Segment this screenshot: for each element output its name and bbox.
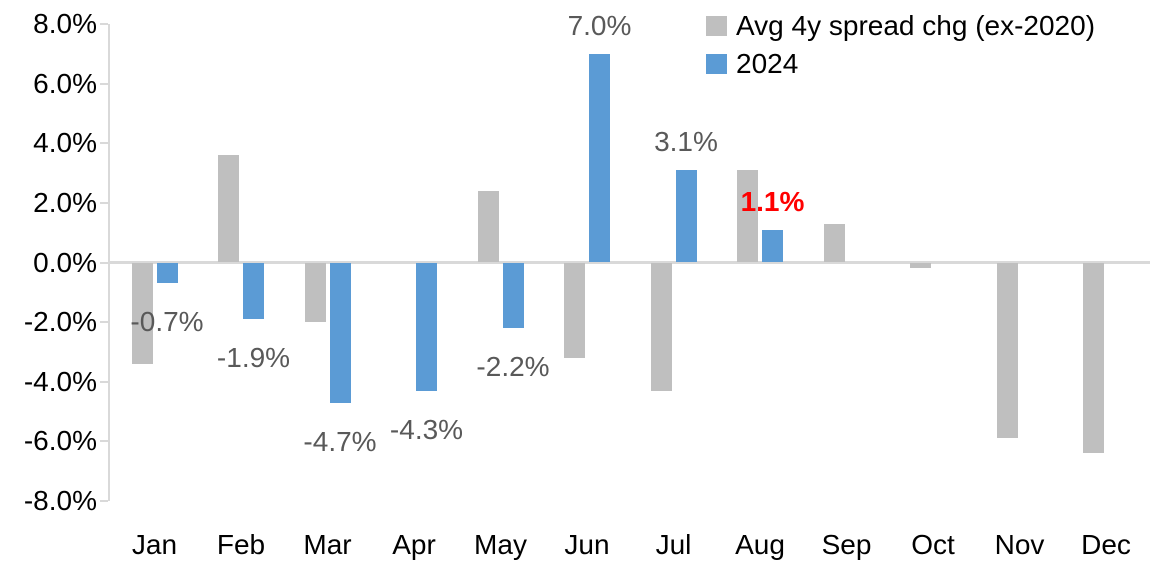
legend-label-avg: Avg 4y spread chg (ex-2020) (736, 10, 1096, 41)
data-label-apr: -4.3% (389, 413, 464, 445)
y-tick-label: -8.0% (23, 484, 97, 516)
data-label-may: -2.2% (476, 351, 550, 383)
x-tick-label-aug: Aug (735, 529, 785, 560)
bar-avg-nov (996, 262, 1018, 439)
bar-2024-mar (329, 262, 351, 403)
y-tick-label: 0.0% (33, 246, 97, 278)
bar-avg-feb (218, 155, 239, 263)
bar-avg-may (477, 190, 499, 263)
data-label-jul: 3.1% (654, 126, 718, 158)
bar-avg-jun (564, 262, 585, 358)
legend-item-2024: 2024 (706, 48, 1095, 80)
y-tick-label: 2.0% (33, 186, 97, 218)
x-tick-label-may: May (474, 529, 527, 560)
y-tick-mark (100, 82, 108, 85)
legend-swatch-avg-icon (706, 16, 727, 36)
data-label-mar: -4.7% (303, 425, 377, 457)
x-tick-label-feb: Feb (216, 529, 266, 560)
bar-2024-apr (416, 262, 437, 391)
y-tick-mark (100, 440, 108, 443)
x-tick-label-apr: Apr (392, 529, 436, 560)
data-label-feb: -1.9% (216, 342, 291, 374)
data-label-jan: -0.7% (130, 306, 204, 338)
y-tick-label: 6.0% (33, 67, 97, 99)
x-tick-label-jul: Jul (655, 529, 692, 560)
bar-2024-jan (156, 262, 178, 284)
bar-2024-feb (243, 262, 264, 320)
x-tick-label-jun: Jun (564, 529, 610, 560)
bar-avg-oct (910, 262, 931, 269)
x-tick-label-jan: Jan (131, 529, 178, 560)
y-tick-mark (100, 321, 108, 324)
bar-avg-dec (1083, 262, 1104, 454)
legend-item-avg: Avg 4y spread chg (ex-2020) (706, 10, 1095, 42)
bar-avg-sep (823, 223, 845, 263)
data-label-aug: 1.1% (740, 185, 805, 217)
legend-label-2024: 2024 (736, 48, 799, 79)
bar-avg-aug (737, 170, 758, 263)
x-tick-label-mar: Mar (303, 529, 352, 560)
x-tick-label-nov: Nov (994, 529, 1045, 560)
y-tick-mark (100, 201, 108, 204)
bar-avg-jul (650, 262, 672, 391)
y-tick-label: 8.0% (33, 8, 97, 40)
bar-2024-jul (675, 170, 697, 263)
y-tick-mark (100, 261, 108, 264)
y-tick-mark (100, 380, 108, 383)
bar-avg-mar (304, 262, 326, 323)
zero-gridline (109, 261, 1150, 264)
y-tick-label: -6.0% (23, 425, 97, 457)
legend: Avg 4y spread chg (ex-2020) 2024 (706, 10, 1095, 80)
y-tick-label: -4.0% (23, 365, 97, 397)
legend-swatch-2024-icon (706, 54, 727, 74)
data-label-jun: 7.0% (567, 9, 632, 41)
y-tick-mark (100, 23, 108, 26)
y-tick-mark (100, 499, 108, 502)
y-tick-label: 4.0% (33, 127, 97, 159)
x-tick-label-oct: Oct (911, 529, 955, 560)
bar-2024-jun (589, 53, 610, 263)
x-tick-label-sep: Sep (821, 529, 872, 560)
x-tick-label-dec: Dec (1081, 529, 1131, 560)
y-tick-mark (100, 142, 108, 145)
bar-avg-jan (131, 262, 153, 364)
bar-2024-aug (762, 229, 783, 263)
bar-2024-may (502, 262, 524, 329)
y-tick-label: -2.0% (23, 306, 97, 338)
